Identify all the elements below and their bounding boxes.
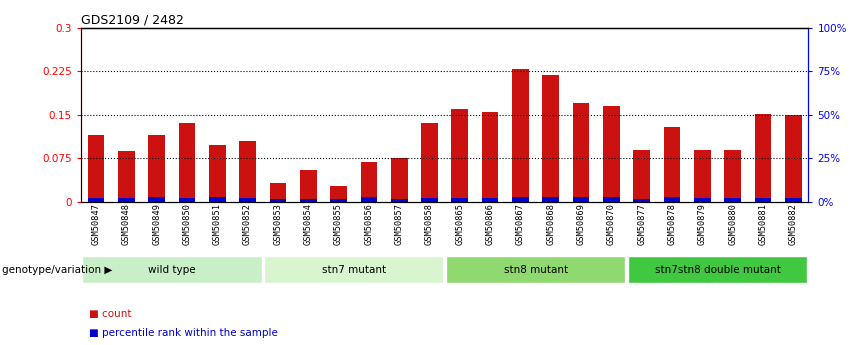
Bar <box>452 198 468 202</box>
Text: GSM50853: GSM50853 <box>273 204 283 245</box>
Text: stn7stn8 double mutant: stn7stn8 double mutant <box>654 265 780 275</box>
Text: genotype/variation ▶: genotype/variation ▶ <box>2 265 112 275</box>
Bar <box>664 128 680 202</box>
Bar <box>88 198 105 202</box>
Bar <box>573 103 590 202</box>
Text: GSM50852: GSM50852 <box>243 204 252 245</box>
Text: GSM50848: GSM50848 <box>122 204 131 245</box>
Text: GSM50856: GSM50856 <box>364 204 374 245</box>
Text: stn8 mutant: stn8 mutant <box>504 265 568 275</box>
Bar <box>88 135 105 202</box>
Text: GSM50851: GSM50851 <box>213 204 222 245</box>
Text: GSM50870: GSM50870 <box>607 204 616 245</box>
Text: GSM50879: GSM50879 <box>698 204 707 245</box>
Bar <box>209 197 226 202</box>
Bar <box>264 256 443 284</box>
Text: GSM50869: GSM50869 <box>577 204 585 245</box>
Bar <box>724 150 741 202</box>
Text: GSM50866: GSM50866 <box>486 204 494 245</box>
Bar <box>300 170 317 202</box>
Bar <box>542 75 559 202</box>
Bar <box>724 198 741 202</box>
Bar <box>391 199 408 202</box>
Bar <box>482 198 499 202</box>
Bar <box>421 198 437 202</box>
Text: GSM50865: GSM50865 <box>455 204 465 245</box>
Text: GSM50868: GSM50868 <box>546 204 555 245</box>
Bar <box>239 198 256 202</box>
Text: GSM50882: GSM50882 <box>789 204 797 245</box>
Bar <box>118 151 134 202</box>
Bar <box>512 69 528 202</box>
Bar <box>573 197 590 202</box>
Bar <box>452 109 468 202</box>
Text: GSM50857: GSM50857 <box>395 204 403 245</box>
Bar <box>694 150 711 202</box>
Text: GSM50850: GSM50850 <box>182 204 191 245</box>
Bar <box>391 158 408 202</box>
Bar <box>148 197 165 202</box>
Bar <box>664 197 680 202</box>
Text: GSM50858: GSM50858 <box>425 204 434 245</box>
Bar <box>148 135 165 202</box>
Text: GSM50877: GSM50877 <box>637 204 646 245</box>
Bar <box>209 145 226 202</box>
Bar <box>179 198 195 202</box>
Bar <box>694 198 711 202</box>
Bar <box>628 256 808 284</box>
Bar <box>482 112 499 202</box>
Text: GSM50855: GSM50855 <box>334 204 343 245</box>
Bar <box>542 197 559 202</box>
Bar <box>603 197 620 202</box>
Bar <box>330 186 347 202</box>
Text: GSM50854: GSM50854 <box>304 204 312 245</box>
Bar <box>603 106 620 202</box>
Text: GDS2109 / 2482: GDS2109 / 2482 <box>81 13 184 27</box>
Bar <box>446 256 625 284</box>
Text: GSM50880: GSM50880 <box>728 204 737 245</box>
Text: GSM50881: GSM50881 <box>758 204 768 245</box>
Bar <box>785 115 802 202</box>
Text: stn7 mutant: stn7 mutant <box>322 265 386 275</box>
Bar <box>270 183 286 202</box>
Bar <box>421 124 437 202</box>
Bar <box>633 150 650 202</box>
Bar <box>239 141 256 202</box>
Text: GSM50867: GSM50867 <box>516 204 525 245</box>
Text: wild type: wild type <box>148 265 196 275</box>
Text: GSM50847: GSM50847 <box>92 204 100 245</box>
Bar <box>633 199 650 202</box>
Bar <box>361 197 377 202</box>
Text: ■ percentile rank within the sample: ■ percentile rank within the sample <box>89 328 278 338</box>
Bar <box>179 124 195 202</box>
Bar <box>118 198 134 202</box>
Bar <box>755 114 771 202</box>
Bar <box>512 197 528 202</box>
Bar <box>82 256 261 284</box>
Bar <box>785 198 802 202</box>
Bar <box>755 198 771 202</box>
Text: ■ count: ■ count <box>89 309 132 319</box>
Text: GSM50878: GSM50878 <box>667 204 677 245</box>
Bar <box>300 199 317 202</box>
Bar <box>330 199 347 202</box>
Bar <box>361 162 377 202</box>
Text: GSM50849: GSM50849 <box>152 204 161 245</box>
Bar <box>270 199 286 202</box>
